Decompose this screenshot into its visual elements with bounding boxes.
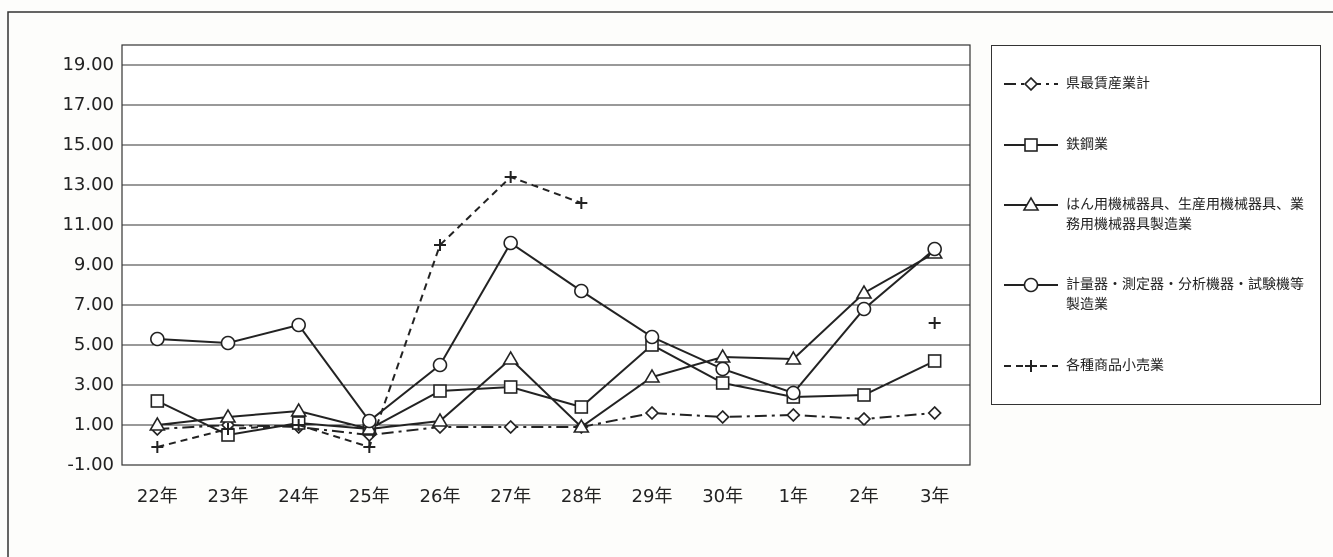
marker <box>151 441 164 453</box>
y-tick-label: 3.00 <box>74 374 114 395</box>
marker <box>150 331 165 347</box>
marker <box>856 301 872 317</box>
legend-swatch <box>1004 77 1058 92</box>
y-tick-label: -1.00 <box>67 454 114 475</box>
x-tick-label: 23年 <box>208 486 249 507</box>
marker <box>292 419 305 431</box>
y-tick-label: 7.00 <box>74 294 114 315</box>
series-line <box>157 241 936 423</box>
marker <box>1023 278 1039 293</box>
marker <box>1023 77 1039 92</box>
marker <box>715 361 730 377</box>
legend-entry: 計量器・測定器・分析機器・試験機等製造業 <box>992 275 1320 315</box>
y-tick-label: 11.00 <box>62 214 114 235</box>
marker <box>503 380 518 394</box>
legend-label: はん用機械器具、生産用機械器具、業務用機械器具製造業 <box>1066 196 1304 233</box>
y-tick-label: 9.00 <box>74 254 114 275</box>
legend-label: 県最賃産業計 <box>1066 76 1150 93</box>
legend-entry: 鉄鋼業 <box>992 135 1320 155</box>
marker <box>433 384 447 398</box>
marker <box>1024 137 1038 152</box>
marker <box>504 171 517 183</box>
marker <box>502 350 520 365</box>
y-tick-label: 17.00 <box>62 94 114 115</box>
x-tick-label: 27年 <box>490 486 531 507</box>
marker <box>643 368 661 383</box>
marker <box>857 388 871 402</box>
marker <box>574 400 589 414</box>
x-tick-label: 3年 <box>920 486 949 507</box>
x-tick-label: 25年 <box>349 486 390 507</box>
marker <box>927 405 942 421</box>
x-tick-label: 30年 <box>702 486 743 507</box>
marker <box>290 402 308 417</box>
x-tick-label: 2年 <box>849 486 878 507</box>
marker <box>575 197 588 209</box>
marker <box>219 408 237 423</box>
plot-area <box>121 44 971 466</box>
legend-swatch <box>1004 278 1058 293</box>
marker <box>432 357 448 373</box>
marker <box>715 409 730 425</box>
marker <box>715 376 730 390</box>
series-line <box>157 411 935 437</box>
y-tick-label: 1.00 <box>74 414 114 435</box>
marker <box>222 423 234 435</box>
marker <box>220 335 236 351</box>
marker <box>572 418 590 433</box>
legend-label: 鉄鋼業 <box>1066 136 1108 153</box>
marker <box>786 407 801 423</box>
legend-entry: 各種商品小売業 <box>992 356 1320 376</box>
marker <box>1025 359 1037 372</box>
series-line <box>157 252 936 431</box>
marker <box>363 441 376 453</box>
marker <box>503 235 518 251</box>
legend-entry: はん用機械器具、生産用機械器具、業務用機械器具製造業 <box>992 195 1320 235</box>
legend-swatch <box>1004 137 1058 152</box>
x-tick-label: 28年 <box>561 486 602 507</box>
marker <box>927 241 942 257</box>
legend-entry: 県最賃産業計 <box>992 74 1320 94</box>
legend-swatch <box>1004 196 1058 211</box>
marker <box>644 405 660 421</box>
marker <box>148 416 166 431</box>
x-tick-label: 1年 <box>779 486 808 507</box>
y-tick-label: 5.00 <box>74 334 114 355</box>
marker <box>856 411 872 427</box>
series-line <box>156 343 936 437</box>
marker <box>855 284 873 299</box>
marker <box>431 412 449 427</box>
marker <box>928 317 941 329</box>
marker <box>927 354 942 368</box>
frame <box>7 11 1333 557</box>
marker <box>291 317 306 333</box>
x-tick-label: 24年 <box>278 486 319 507</box>
legend-label: 計量器・測定器・分析機器・試験機等製造業 <box>1066 277 1304 314</box>
legend: 県最賃産業計 鉄鋼業はん用機械器具、生産用機械器具、業務用機械器具製造業 計量器・測… <box>991 45 1321 405</box>
marker <box>644 329 660 345</box>
y-tick-label: 13.00 <box>62 174 114 195</box>
marker <box>1022 196 1040 211</box>
x-tick-label: 29年 <box>632 486 673 507</box>
marker <box>434 239 446 251</box>
marker <box>362 413 377 429</box>
marker <box>574 283 589 299</box>
y-tick-label: 15.00 <box>62 134 114 155</box>
marker <box>784 350 802 365</box>
x-tick-label: 26年 <box>420 486 461 507</box>
legend-swatch <box>1004 359 1058 372</box>
x-tick-label: 22年 <box>137 486 178 507</box>
marker <box>503 419 518 435</box>
legend-label: 各種商品小売業 <box>1066 357 1164 374</box>
marker <box>786 385 801 401</box>
marker <box>150 394 165 408</box>
y-tick-label: 19.00 <box>62 54 114 75</box>
